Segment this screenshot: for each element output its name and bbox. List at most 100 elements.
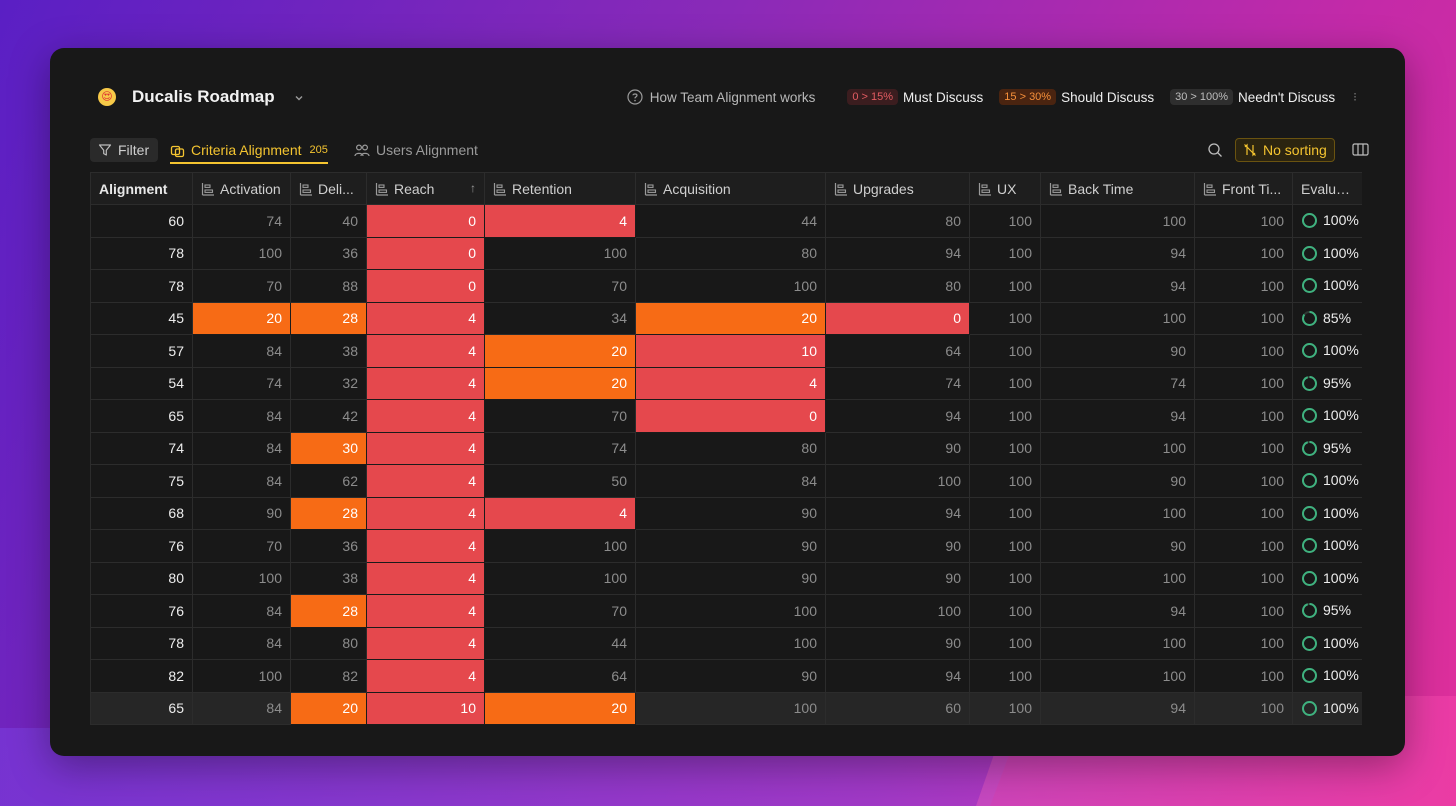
score-cell-back-time[interactable]: 94 bbox=[1040, 269, 1195, 303]
score-cell-upgrades[interactable]: 100 bbox=[825, 464, 970, 498]
column-header-upgrades[interactable]: Upgrades bbox=[825, 172, 970, 205]
score-cell-upgrades[interactable]: 100 bbox=[825, 594, 970, 628]
score-cell-retention[interactable]: 20 bbox=[484, 691, 636, 725]
score-cell-upgrades[interactable]: 94 bbox=[825, 496, 970, 530]
score-cell-upgrades[interactable]: 94 bbox=[825, 399, 970, 433]
score-cell-ux[interactable]: 100 bbox=[969, 399, 1041, 433]
score-cell-acquisition[interactable]: 84 bbox=[635, 464, 826, 498]
score-cell-acquisition[interactable]: 100 bbox=[635, 269, 826, 303]
score-cell-ux[interactable]: 100 bbox=[969, 659, 1041, 693]
score-cell-reach[interactable]: 0 bbox=[366, 204, 485, 238]
score-cell-back-time[interactable]: 94 bbox=[1040, 594, 1195, 628]
score-cell-activation[interactable]: 84 bbox=[192, 594, 291, 628]
score-cell-delivery[interactable]: 88 bbox=[290, 269, 367, 303]
column-header-front-time[interactable]: Front Ti... bbox=[1194, 172, 1293, 205]
score-cell-delivery[interactable]: 28 bbox=[290, 594, 367, 628]
score-cell-front-time[interactable]: 100 bbox=[1194, 691, 1293, 725]
chevron-down-icon[interactable] bbox=[293, 92, 305, 104]
score-cell-retention[interactable]: 70 bbox=[484, 399, 636, 433]
score-cell-front-time[interactable]: 100 bbox=[1194, 431, 1293, 465]
score-cell-acquisition[interactable]: 10 bbox=[635, 334, 826, 368]
score-cell-retention[interactable]: 100 bbox=[484, 561, 636, 595]
score-cell-retention[interactable]: 4 bbox=[484, 204, 636, 238]
score-cell-reach[interactable]: 4 bbox=[366, 626, 485, 660]
score-cell-front-time[interactable]: 100 bbox=[1194, 626, 1293, 660]
column-header-delivery[interactable]: Deli... bbox=[290, 172, 367, 205]
score-cell-acquisition[interactable]: 0 bbox=[635, 399, 826, 433]
score-cell-delivery[interactable]: 62 bbox=[290, 464, 367, 498]
score-cell-activation[interactable]: 84 bbox=[192, 464, 291, 498]
score-cell-delivery[interactable]: 36 bbox=[290, 529, 367, 563]
score-cell-front-time[interactable]: 100 bbox=[1194, 529, 1293, 563]
score-cell-retention[interactable]: 20 bbox=[484, 366, 636, 400]
score-cell-ux[interactable]: 100 bbox=[969, 496, 1041, 530]
score-cell-delivery[interactable]: 82 bbox=[290, 659, 367, 693]
score-cell-activation[interactable]: 100 bbox=[192, 659, 291, 693]
score-cell-activation[interactable]: 20 bbox=[192, 301, 291, 335]
score-cell-reach[interactable]: 4 bbox=[366, 399, 485, 433]
score-cell-back-time[interactable]: 90 bbox=[1040, 464, 1195, 498]
score-cell-retention[interactable]: 20 bbox=[484, 334, 636, 368]
score-cell-delivery[interactable]: 40 bbox=[290, 204, 367, 238]
table-row[interactable]: 65 84 20 10 20 100 60 100 94 100 100% bbox=[90, 691, 1362, 725]
score-cell-reach[interactable]: 4 bbox=[366, 496, 485, 530]
score-cell-upgrades[interactable]: 90 bbox=[825, 529, 970, 563]
column-header-retention[interactable]: Retention bbox=[484, 172, 636, 205]
table-row[interactable]: 78 100 36 0 100 80 94 100 94 100 100% bbox=[90, 236, 1362, 270]
score-cell-acquisition[interactable]: 90 bbox=[635, 561, 826, 595]
table-row[interactable]: 54 74 32 4 20 4 74 100 74 100 95% bbox=[90, 366, 1362, 400]
sort-button[interactable]: No sorting bbox=[1235, 138, 1335, 162]
columns-icon[interactable] bbox=[1352, 142, 1369, 157]
score-cell-back-time[interactable]: 100 bbox=[1040, 626, 1195, 660]
column-header-reach[interactable]: Reach ↑ bbox=[366, 172, 485, 205]
score-cell-activation[interactable]: 84 bbox=[192, 399, 291, 433]
score-cell-reach[interactable]: 4 bbox=[366, 464, 485, 498]
score-cell-back-time[interactable]: 100 bbox=[1040, 561, 1195, 595]
table-row[interactable]: 65 84 42 4 70 0 94 100 94 100 100% bbox=[90, 399, 1362, 433]
column-header-evaluation[interactable]: Evaluat... bbox=[1292, 172, 1362, 205]
column-header-alignment[interactable]: Alignment bbox=[90, 172, 193, 205]
score-cell-ux[interactable]: 100 bbox=[969, 236, 1041, 270]
search-icon[interactable] bbox=[1207, 142, 1223, 158]
score-cell-upgrades[interactable]: 80 bbox=[825, 204, 970, 238]
score-cell-reach[interactable]: 4 bbox=[366, 659, 485, 693]
score-cell-retention[interactable]: 70 bbox=[484, 269, 636, 303]
tab-criteria-alignment[interactable]: Criteria Alignment 205 bbox=[170, 138, 328, 164]
score-cell-activation[interactable]: 84 bbox=[192, 626, 291, 660]
score-cell-activation[interactable]: 100 bbox=[192, 561, 291, 595]
score-cell-acquisition[interactable]: 100 bbox=[635, 594, 826, 628]
score-cell-back-time[interactable]: 100 bbox=[1040, 659, 1195, 693]
score-cell-ux[interactable]: 100 bbox=[969, 269, 1041, 303]
score-cell-back-time[interactable]: 90 bbox=[1040, 334, 1195, 368]
tab-users-alignment[interactable]: Users Alignment bbox=[354, 138, 478, 162]
alignment-table-container[interactable]: Alignment Activation Deli... Reach ↑ Retentio… bbox=[90, 172, 1362, 728]
score-cell-ux[interactable]: 100 bbox=[969, 691, 1041, 725]
score-cell-delivery[interactable]: 30 bbox=[290, 431, 367, 465]
score-cell-acquisition[interactable]: 4 bbox=[635, 366, 826, 400]
score-cell-ux[interactable]: 100 bbox=[969, 301, 1041, 335]
table-row[interactable]: 74 84 30 4 74 80 90 100 100 100 95% bbox=[90, 431, 1362, 465]
score-cell-retention[interactable]: 50 bbox=[484, 464, 636, 498]
score-cell-back-time[interactable]: 94 bbox=[1040, 236, 1195, 270]
table-row[interactable]: 76 70 36 4 100 90 90 100 90 100 100% bbox=[90, 529, 1362, 563]
score-cell-back-time[interactable]: 100 bbox=[1040, 301, 1195, 335]
score-cell-acquisition[interactable]: 100 bbox=[635, 626, 826, 660]
score-cell-back-time[interactable]: 90 bbox=[1040, 529, 1195, 563]
score-cell-upgrades[interactable]: 0 bbox=[825, 301, 970, 335]
score-cell-acquisition[interactable]: 44 bbox=[635, 204, 826, 238]
score-cell-retention[interactable]: 100 bbox=[484, 236, 636, 270]
score-cell-upgrades[interactable]: 64 bbox=[825, 334, 970, 368]
score-cell-upgrades[interactable]: 60 bbox=[825, 691, 970, 725]
score-cell-retention[interactable]: 44 bbox=[484, 626, 636, 660]
score-cell-back-time[interactable]: 100 bbox=[1040, 496, 1195, 530]
score-cell-ux[interactable]: 100 bbox=[969, 464, 1041, 498]
score-cell-front-time[interactable]: 100 bbox=[1194, 301, 1293, 335]
table-row[interactable]: 80 100 38 4 100 90 90 100 100 100 100% bbox=[90, 561, 1362, 595]
score-cell-front-time[interactable]: 100 bbox=[1194, 561, 1293, 595]
score-cell-upgrades[interactable]: 90 bbox=[825, 626, 970, 660]
sort-ascending-icon[interactable]: ↑ bbox=[470, 180, 476, 195]
score-cell-ux[interactable]: 100 bbox=[969, 561, 1041, 595]
help-link[interactable]: How Team Alignment works bbox=[627, 89, 815, 105]
score-cell-activation[interactable]: 70 bbox=[192, 269, 291, 303]
score-cell-ux[interactable]: 100 bbox=[969, 594, 1041, 628]
